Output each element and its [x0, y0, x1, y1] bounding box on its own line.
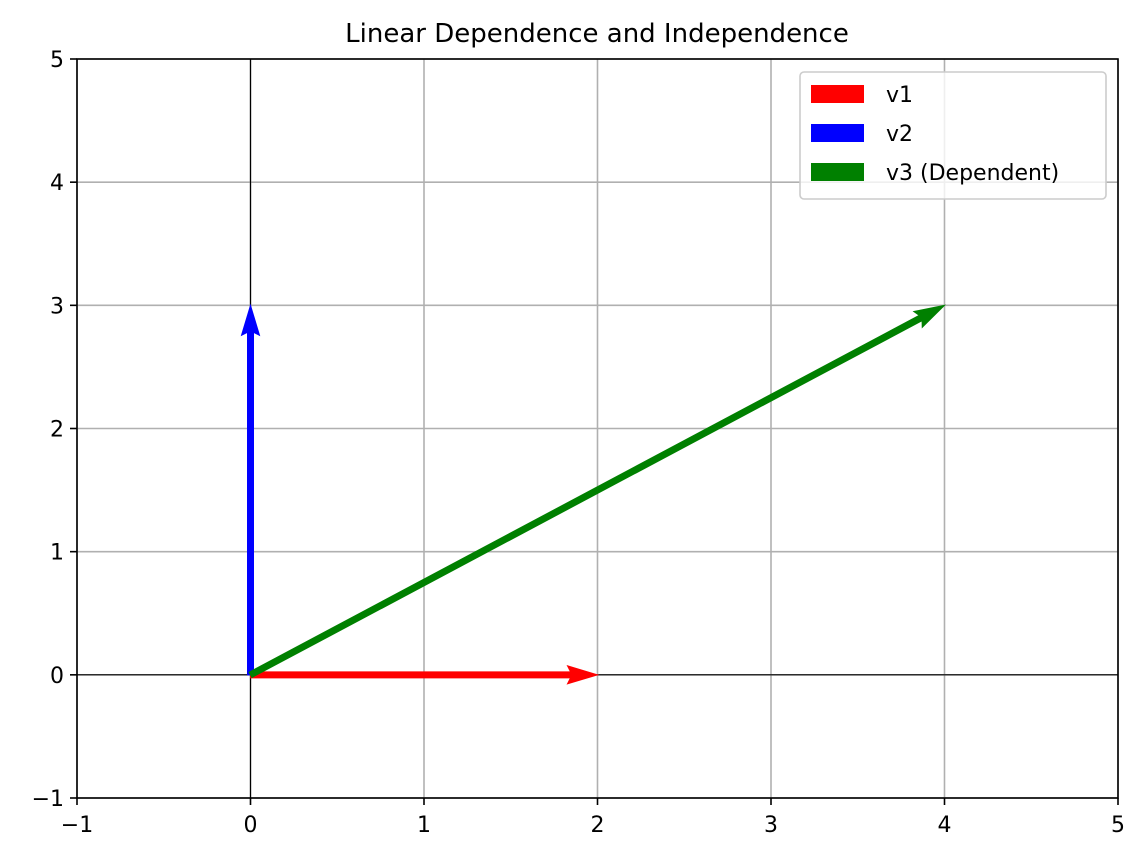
y-tick-label: 2	[50, 418, 64, 443]
legend-swatch	[811, 163, 864, 181]
x-tick-label: 1	[417, 813, 431, 838]
legend-swatch	[811, 85, 864, 103]
x-tick-label: 3	[764, 813, 778, 838]
x-tick-label: 4	[938, 813, 952, 838]
legend-label: v3 (Dependent)	[886, 161, 1059, 186]
chart-title: Linear Dependence and Independence	[345, 19, 849, 49]
legend-swatch	[811, 124, 864, 142]
y-tick-label: 3	[50, 294, 64, 319]
y-tick-label: 4	[50, 171, 64, 196]
y-tick-label: 1	[50, 541, 64, 566]
vector-arrow-v2	[240, 303, 261, 676]
vectors-layer	[240, 303, 947, 685]
ticks-layer: −1 0 1 2 3 4 5 −1 0 1 2 3 4 5	[32, 48, 1125, 838]
y-tick-label: −1	[32, 787, 64, 812]
x-tick-label: −1	[61, 813, 93, 838]
legend-label: v2	[886, 122, 913, 147]
legend: v1 v2 v3 (Dependent)	[799, 71, 1107, 200]
x-tick-label: 0	[244, 813, 258, 838]
x-tick-label: 2	[591, 813, 605, 838]
y-tick-label: 0	[50, 664, 64, 689]
legend-label: v1	[886, 83, 913, 108]
vector-arrow-v1	[250, 665, 600, 685]
vector-arrow-v3-dependent	[248, 304, 947, 679]
legend-box	[799, 71, 1107, 200]
y-tick-label: 5	[50, 48, 64, 73]
x-tick-label: 5	[1111, 813, 1125, 838]
